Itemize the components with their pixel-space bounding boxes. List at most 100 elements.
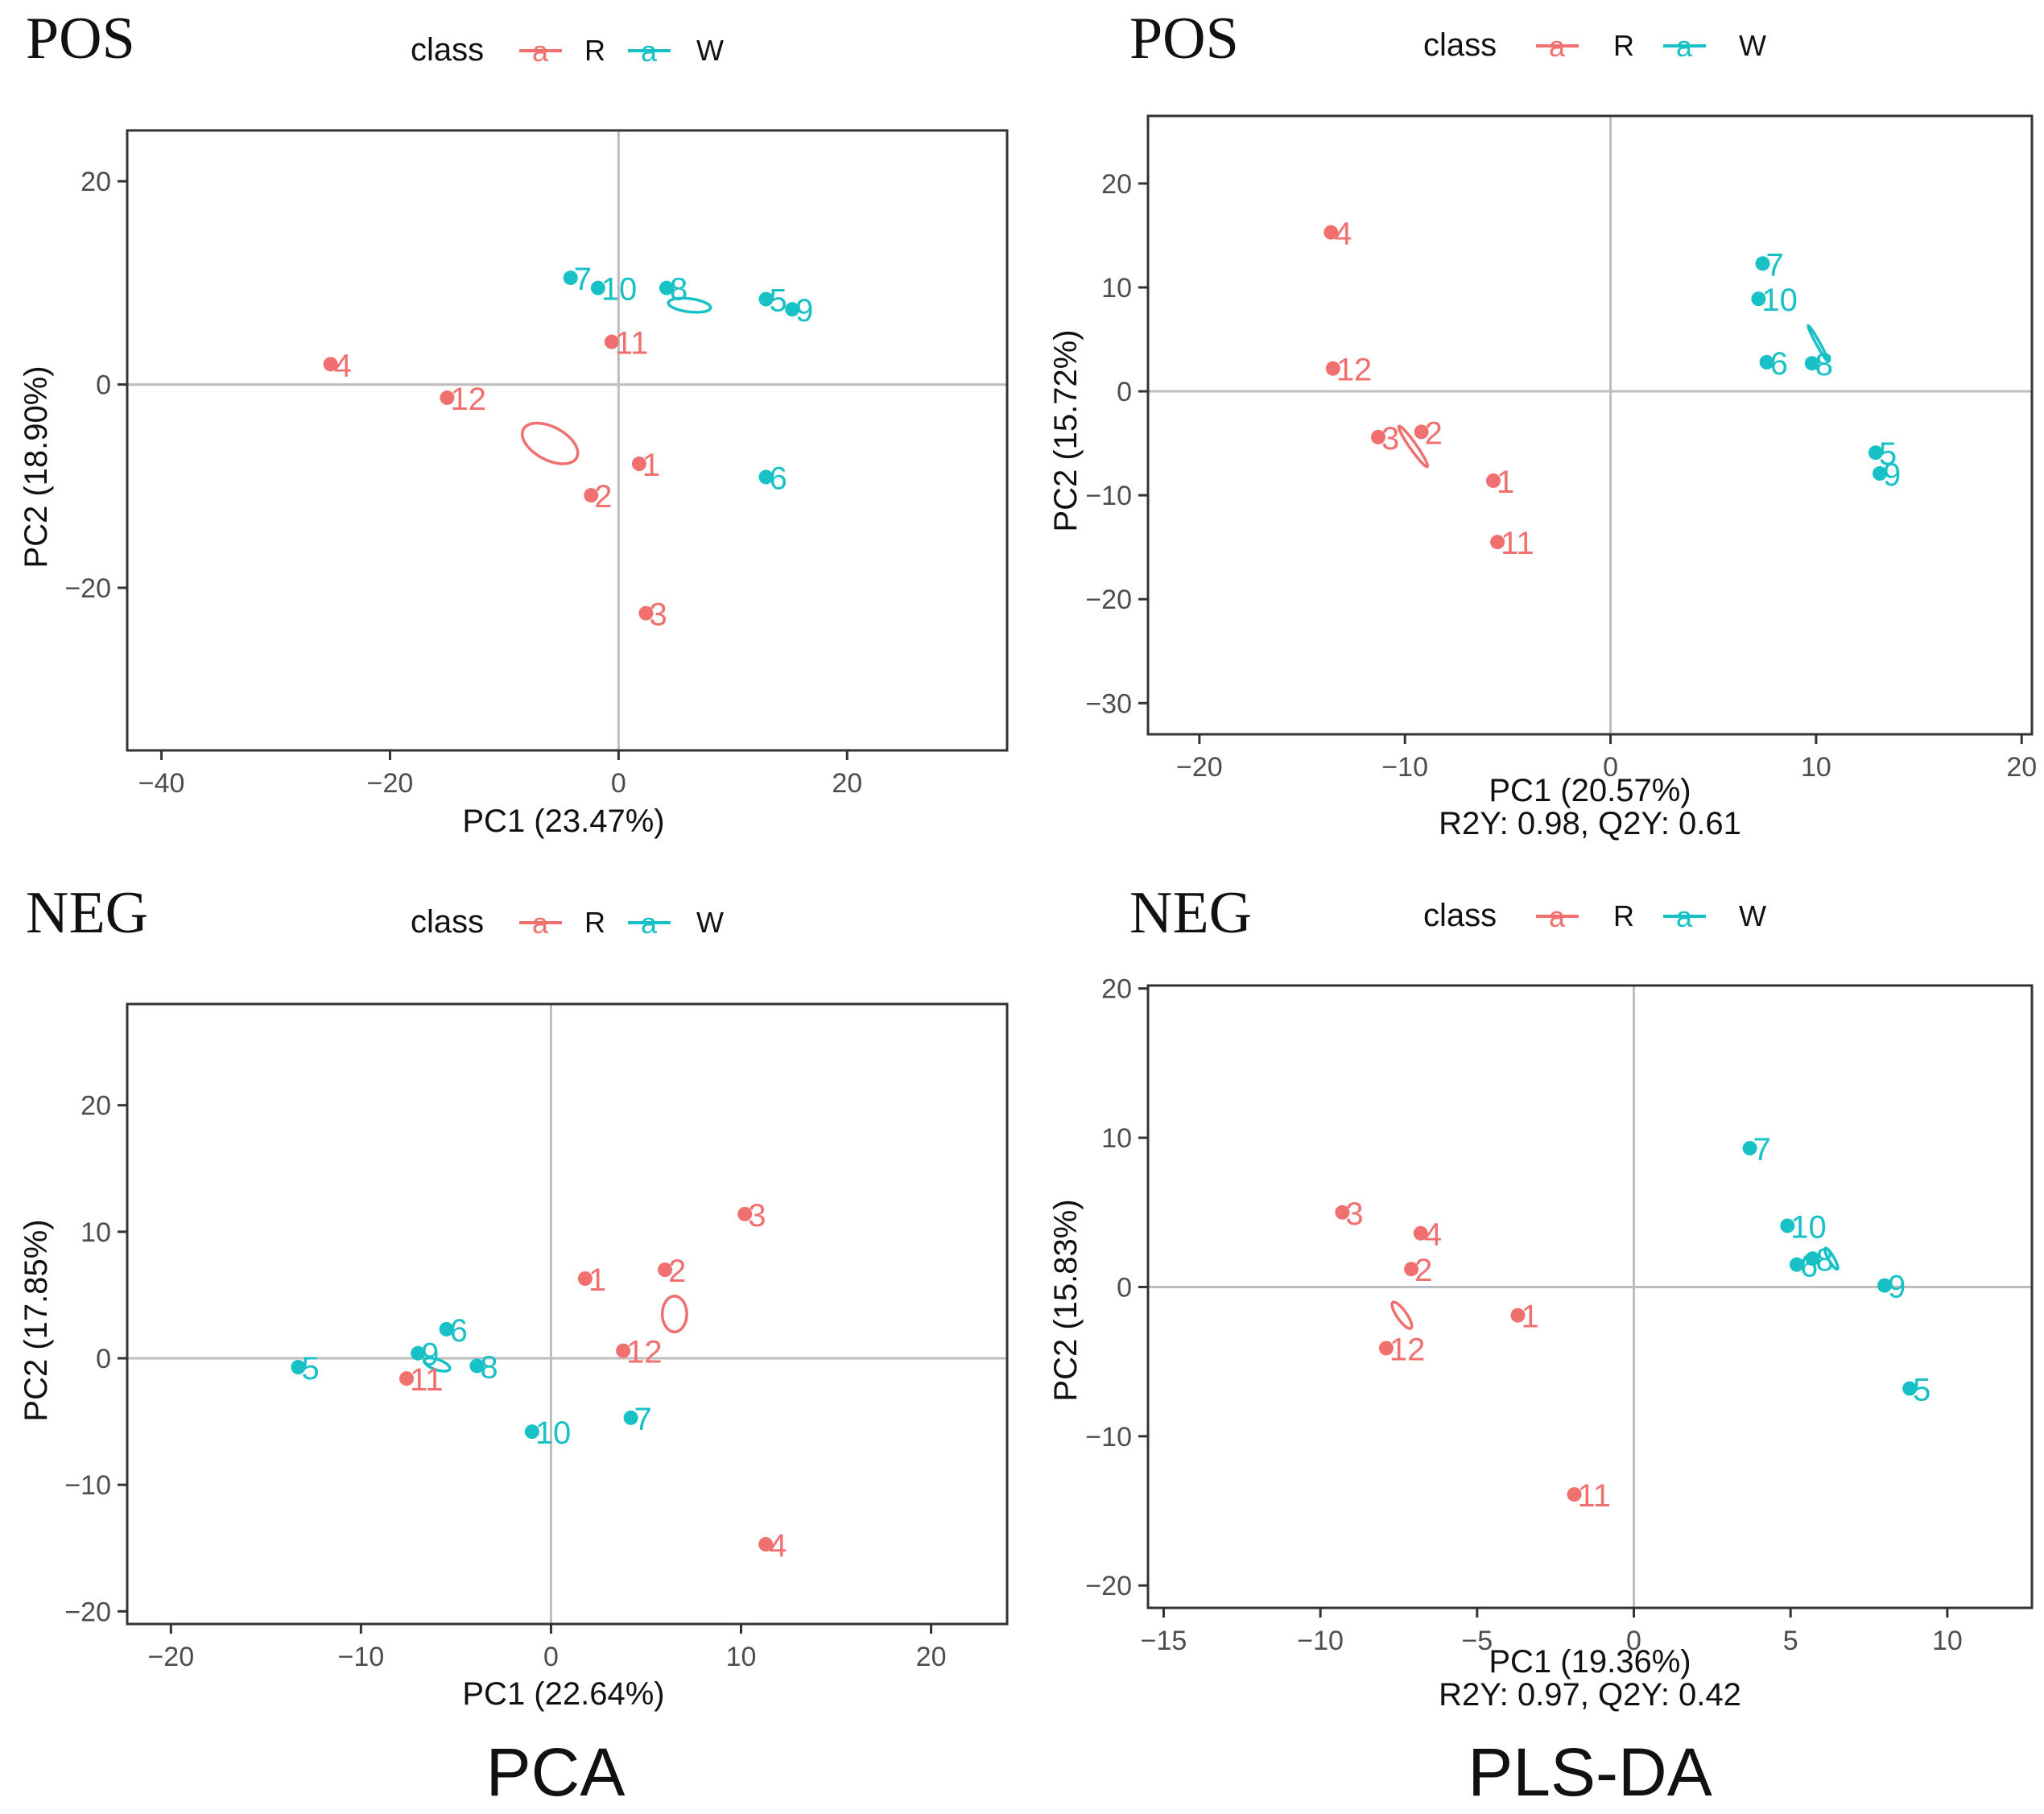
x-tick-label: −10 xyxy=(338,1642,385,1672)
y-tick-label: 0 xyxy=(1117,1272,1132,1303)
point-label: 12 xyxy=(1390,1332,1426,1367)
point-W-8 xyxy=(1805,1251,1820,1266)
point-R-12 xyxy=(616,1343,631,1358)
point-label: 2 xyxy=(668,1254,686,1289)
point-label: 7 xyxy=(1765,247,1783,283)
panel-pca-pos: POS class a R a W −40 −20 0 20 −20 0 20 7 10 8 5 9 6… xyxy=(19,6,1009,839)
point-label: 1 xyxy=(642,448,660,483)
point-label: 10 xyxy=(535,1415,572,1451)
point-label: 2 xyxy=(1414,1253,1432,1288)
point-label: 1 xyxy=(588,1262,606,1298)
ellipse-W xyxy=(1807,324,1830,363)
point-W-9 xyxy=(785,302,800,317)
y-tick-label: −20 xyxy=(64,573,111,604)
x-tick-label: −15 xyxy=(1141,1626,1187,1656)
x-tick-label: −20 xyxy=(147,1642,194,1672)
plot-frame xyxy=(1146,984,2034,1609)
y-tick-label: −20 xyxy=(1085,1571,1132,1601)
x-tick-label: 5 xyxy=(1783,1626,1798,1656)
x-tick-label: 10 xyxy=(1801,752,1831,783)
point-R-3 xyxy=(1370,429,1385,444)
point-R-2 xyxy=(658,1262,673,1277)
point-label: 11 xyxy=(1501,526,1534,561)
point-R-11 xyxy=(1567,1487,1582,1502)
panel-title: NEG xyxy=(1129,880,1252,946)
point-R-4 xyxy=(758,1537,774,1552)
panel-pca-neg: NEG class a R a W −20 −10 0 10 20 −20 −10 0 10 20… xyxy=(19,880,1009,1712)
point-label: 6 xyxy=(1770,346,1788,382)
point-label: 2 xyxy=(594,479,612,514)
point-W-5 xyxy=(1868,445,1883,461)
x-tick-label: 20 xyxy=(2006,752,2037,783)
point-W-6 xyxy=(758,469,774,485)
point-W-6 xyxy=(1759,354,1774,370)
legend-label-R: R xyxy=(1613,899,1634,932)
ellipse-R xyxy=(660,1295,688,1333)
legend: class a R a W xyxy=(411,32,724,68)
legend-key-W-glyph: a xyxy=(641,907,658,940)
point-label: 5 xyxy=(1913,1373,1930,1408)
point-label: 7 xyxy=(574,262,592,297)
point-R-1 xyxy=(1510,1308,1526,1323)
point-label: 11 xyxy=(1578,1478,1612,1514)
point-W-10 xyxy=(1751,291,1766,307)
x-tick-label: −5 xyxy=(1461,1626,1493,1656)
ellipse-W xyxy=(423,1356,452,1373)
point-R-4 xyxy=(323,357,338,372)
legend: class a R a W xyxy=(1423,898,1766,933)
y-tick-label: 0 xyxy=(96,1344,111,1374)
point-label: 7 xyxy=(1753,1132,1771,1167)
point-label: 8 xyxy=(1815,347,1833,382)
plot-area: −40 −20 0 20 −20 0 20 7 10 8 5 9 6 11 4 12 12 3 xyxy=(64,129,1009,799)
y-tick-label: 20 xyxy=(81,1091,111,1122)
point-W-9 xyxy=(1877,1278,1892,1293)
x-axis-label: PC1 (22.64%) xyxy=(462,1676,664,1712)
point-label: 10 xyxy=(1790,1209,1827,1245)
legend: class a R a W xyxy=(411,904,724,940)
x-tick-label: 0 xyxy=(543,1642,559,1672)
panel-title: POS xyxy=(1129,6,1239,72)
legend-key-R-glyph: a xyxy=(1549,30,1566,63)
point-label: 6 xyxy=(450,1313,468,1349)
point-R-4 xyxy=(1413,1225,1428,1241)
point-W-6 xyxy=(1789,1257,1804,1272)
point-label: 5 xyxy=(769,283,787,319)
plot-frame xyxy=(1146,114,2034,736)
point-W-10 xyxy=(524,1424,539,1440)
model-metrics: R2Y: 0.98, Q2Y: 0.61 xyxy=(1439,806,1741,841)
point-label: 9 xyxy=(421,1337,439,1373)
y-tick-label: 10 xyxy=(1101,1123,1132,1154)
point-W-9 xyxy=(1873,466,1888,481)
x-tick-label: 10 xyxy=(726,1642,757,1672)
x-tick-label: −20 xyxy=(1176,752,1223,783)
point-label: 9 xyxy=(795,293,813,329)
ellipse-R xyxy=(1397,424,1429,469)
point-label: 5 xyxy=(301,1351,319,1386)
y-tick-label: −10 xyxy=(64,1470,111,1501)
plot-frame xyxy=(126,1002,1009,1626)
point-R-1 xyxy=(631,457,646,472)
point-R-11 xyxy=(399,1371,415,1386)
legend-label-R: R xyxy=(1613,29,1634,62)
x-tick-label: 0 xyxy=(611,768,626,799)
y-tick-label: −20 xyxy=(1085,585,1132,615)
x-axis-label: PC1 (20.57%) xyxy=(1489,773,1691,808)
point-R-3 xyxy=(1335,1205,1350,1220)
y-axis-label: PC2 (18.90%) xyxy=(19,366,54,568)
y-tick-label: 10 xyxy=(81,1217,111,1248)
point-R-11 xyxy=(1490,535,1505,550)
point-label: 6 xyxy=(1800,1249,1818,1284)
y-tick-label: 0 xyxy=(96,370,111,401)
point-label: 8 xyxy=(480,1349,498,1385)
point-label: 8 xyxy=(670,272,688,308)
x-tick-label: 20 xyxy=(916,1642,947,1672)
point-W-8 xyxy=(1804,356,1819,371)
point-R-1 xyxy=(577,1271,593,1286)
legend-key-W-glyph: a xyxy=(641,35,658,68)
point-W-6 xyxy=(439,1321,454,1337)
point-R-12 xyxy=(1325,361,1340,376)
x-axis-label: PC1 (23.47%) xyxy=(462,804,664,839)
y-tick-label: 20 xyxy=(81,167,111,197)
